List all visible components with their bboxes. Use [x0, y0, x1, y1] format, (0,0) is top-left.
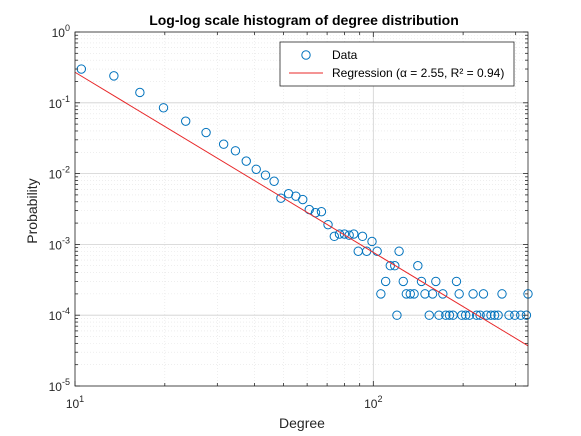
- legend-marker-swatch: [301, 50, 311, 60]
- data-point: [489, 310, 500, 320]
- y-tick-label: 10-3: [49, 235, 70, 252]
- data-point: [504, 310, 514, 320]
- data-point: [427, 289, 438, 299]
- data-point: [357, 231, 368, 242]
- data-point: [376, 289, 386, 299]
- x-axis-label: Degree: [279, 415, 325, 431]
- data-point: [460, 310, 471, 320]
- axis-labels: Log-log scale histogram of degree distri…: [24, 12, 459, 431]
- data-point: [269, 176, 279, 186]
- data-point: [349, 229, 359, 239]
- axes-frame: [74, 31, 529, 387]
- regression-line: [74, 71, 529, 347]
- axis-ticks: 101 102 100 10-1 10-2 10-3 10-4 10-5: [49, 23, 528, 411]
- data-point: [420, 289, 430, 299]
- data-point: [339, 229, 350, 239]
- data-point: [405, 289, 415, 299]
- legend-box: [279, 41, 515, 87]
- data-point: [431, 276, 441, 287]
- data-point: [241, 156, 251, 166]
- data-point: [457, 310, 467, 320]
- data-point: [392, 310, 402, 320]
- data-point: [329, 231, 340, 242]
- y-tick-label: 100: [52, 23, 70, 40]
- data-point: [413, 261, 423, 271]
- data-point: [486, 310, 496, 320]
- data-point: [201, 127, 211, 138]
- y-tick-label: 10-1: [49, 94, 70, 111]
- data-point: [316, 206, 327, 217]
- data-point: [260, 170, 271, 180]
- data-point: [135, 87, 145, 98]
- data-point: [493, 310, 503, 320]
- data-point: [323, 219, 333, 230]
- data-point: [478, 289, 489, 299]
- data-point: [471, 310, 482, 320]
- y-tick-label: 10-5: [49, 377, 70, 394]
- data-point: [510, 310, 520, 320]
- plot-border: [74, 31, 529, 387]
- data-point: [394, 246, 404, 256]
- data-point: [438, 289, 448, 299]
- data-point: [497, 289, 507, 299]
- y-tick-label: 10-4: [49, 306, 70, 323]
- data-point: [109, 71, 119, 81]
- data-point: [409, 289, 419, 299]
- data-point: [434, 310, 444, 320]
- data-point: [416, 276, 427, 287]
- data-point: [401, 289, 412, 299]
- chart-title: Log-log scale histogram of degree distri…: [149, 12, 459, 28]
- legend-label: Regression (α = 2.55, R² = 0.94): [332, 66, 504, 80]
- data-point: [230, 146, 241, 156]
- data-point: [390, 261, 400, 271]
- data-point: [180, 116, 191, 126]
- data-point: [441, 310, 451, 320]
- y-axis-label: Probability: [24, 178, 40, 243]
- data-point: [158, 103, 169, 113]
- data-point: [251, 164, 261, 175]
- data-point: [424, 310, 434, 320]
- data-point: [451, 276, 462, 287]
- data-point: [468, 289, 478, 299]
- data-point: [444, 310, 455, 320]
- data-point: [380, 276, 391, 287]
- data-point: [276, 193, 286, 203]
- data-point: [482, 310, 492, 320]
- data-point: [475, 310, 485, 320]
- x-tick-label: 102: [364, 394, 382, 411]
- data-point: [464, 310, 475, 320]
- legend-label: Data: [332, 48, 358, 62]
- data-point: [454, 289, 464, 299]
- legend: Data Regression (α = 2.55, R² = 0.94): [279, 41, 515, 87]
- data-point: [521, 310, 532, 320]
- y-tick-label: 10-2: [49, 165, 70, 182]
- data-point: [218, 139, 229, 149]
- x-tick-label: 101: [66, 394, 84, 411]
- data-point: [367, 236, 377, 247]
- data-marks: [74, 64, 533, 347]
- data-point: [298, 194, 308, 205]
- data-point: [372, 246, 382, 256]
- data-point: [398, 276, 408, 287]
